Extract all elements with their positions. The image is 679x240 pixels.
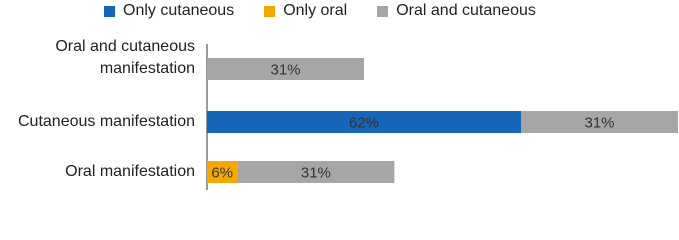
legend-item: Only cutaneous bbox=[104, 2, 234, 20]
value-label: 31% bbox=[270, 62, 300, 79]
legend-label: Only oral bbox=[283, 2, 348, 19]
value-label: 62% bbox=[349, 115, 379, 132]
legend-swatch bbox=[377, 5, 389, 17]
value-label: 31% bbox=[301, 165, 331, 182]
bar-segment bbox=[207, 111, 521, 133]
legend: Only cutaneous Only oral Oral and cutaneou… bbox=[104, 0, 536, 22]
bar-segment bbox=[207, 58, 364, 80]
legend-swatch bbox=[264, 5, 276, 17]
category-label: Oral and cutaneous manifestation bbox=[55, 38, 195, 77]
bar-segment bbox=[207, 161, 238, 183]
category-label: Oral manifestation bbox=[65, 163, 195, 180]
value-label: 31% bbox=[584, 115, 614, 132]
legend-item: Oral and cutaneous bbox=[377, 2, 536, 20]
value-label: 6% bbox=[211, 165, 233, 182]
legend-swatch bbox=[104, 5, 115, 17]
page: {"chart_data": {"type": "stacked-bar-hor… bbox=[18, 0, 678, 190]
chart: 31% 62% 31% 6% 31% bbox=[206, 44, 678, 190]
category-label: Cutaneous manifestation bbox=[18, 113, 195, 130]
legend-label: Only cutaneous bbox=[123, 2, 235, 19]
bar-segment bbox=[237, 161, 395, 183]
bar-segment bbox=[521, 111, 678, 133]
legend-label: Oral and cutaneous bbox=[396, 2, 536, 19]
legend-item: Only oral bbox=[264, 2, 347, 20]
